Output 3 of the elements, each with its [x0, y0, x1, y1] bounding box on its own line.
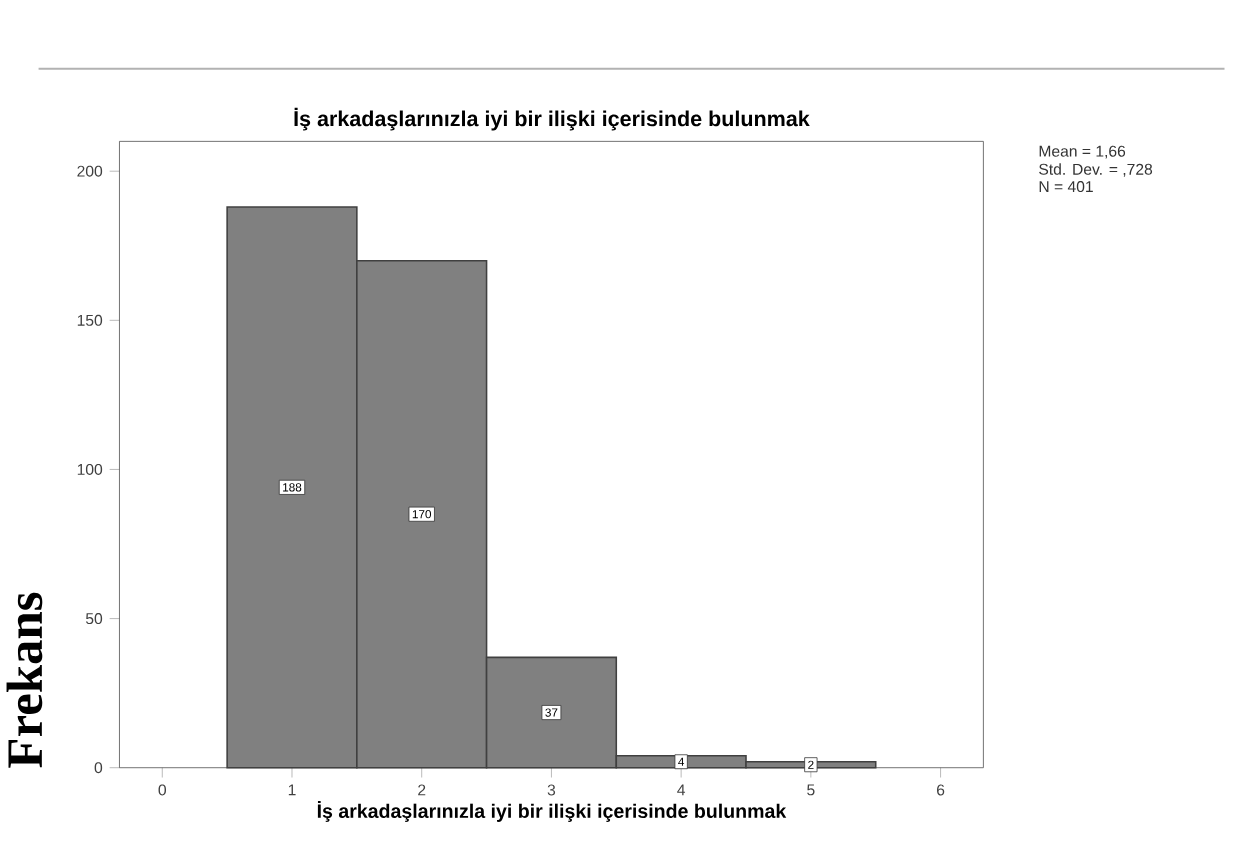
y-axis-title: Frekans — [6, 592, 43, 768]
chart-title: İş arkadaşlarınızla iyi bir ilişki içerisinde bulunmak — [294, 107, 810, 131]
x-axis-title: İş arkadaşlarınızla iyi bir ilişki içerisinde bulunmak — [317, 800, 787, 822]
